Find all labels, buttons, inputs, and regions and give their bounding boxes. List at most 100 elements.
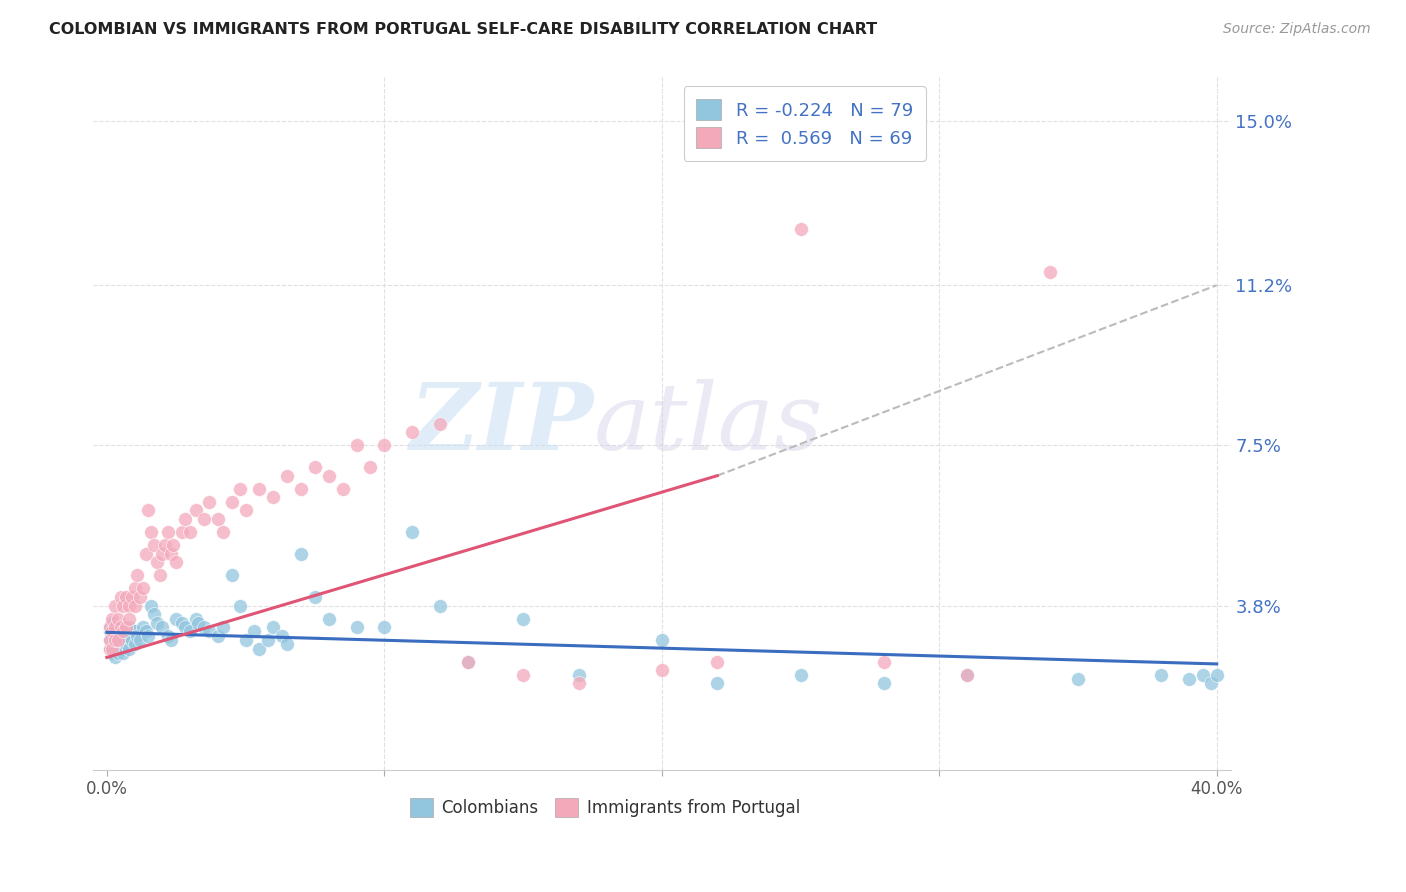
Point: [256, 633, 278, 648]
Point: [110, 590, 132, 604]
Text: COLOMBIAN VS IMMIGRANTS FROM PORTUGAL SELF-CARE DISABILITY CORRELATION CHART: COLOMBIAN VS IMMIGRANTS FROM PORTUGAL SE…: [49, 22, 877, 37]
Point: [98, 633, 121, 648]
Point: [98, 624, 121, 639]
Point: [318, 611, 340, 625]
Point: [110, 620, 132, 634]
Point: [104, 620, 127, 634]
Point: [270, 629, 292, 643]
Point: [789, 222, 811, 236]
Point: [101, 629, 124, 643]
Point: [104, 620, 127, 634]
Point: [110, 641, 132, 656]
Point: [127, 568, 149, 582]
Point: [512, 667, 534, 681]
Point: [1178, 672, 1201, 686]
Point: [789, 667, 811, 681]
Point: [121, 633, 143, 648]
Point: [276, 468, 298, 483]
Point: [332, 482, 354, 496]
Point: [170, 615, 193, 630]
Point: [187, 615, 209, 630]
Point: [229, 599, 252, 613]
Point: [101, 624, 124, 639]
Point: [249, 482, 271, 496]
Point: [159, 633, 181, 648]
Point: [115, 629, 138, 643]
Point: [179, 524, 201, 539]
Point: [107, 633, 129, 648]
Point: [112, 599, 135, 613]
Point: [173, 512, 195, 526]
Point: [124, 599, 146, 613]
Point: [457, 655, 479, 669]
Point: [129, 633, 152, 648]
Point: [956, 667, 979, 681]
Point: [262, 491, 284, 505]
Point: [170, 524, 193, 539]
Point: [706, 676, 728, 690]
Point: [101, 641, 124, 656]
Point: [198, 494, 221, 508]
Point: [1199, 676, 1222, 690]
Point: [212, 524, 235, 539]
Point: [107, 646, 129, 660]
Point: [135, 624, 157, 639]
Point: [207, 512, 229, 526]
Point: [1150, 667, 1173, 681]
Point: [165, 611, 187, 625]
Point: [127, 629, 149, 643]
Point: [873, 655, 896, 669]
Point: [98, 641, 121, 656]
Point: [873, 676, 896, 690]
Point: [235, 503, 257, 517]
Point: [212, 620, 235, 634]
Point: [156, 629, 179, 643]
Point: [235, 633, 257, 648]
Point: [104, 641, 127, 656]
Point: [401, 425, 423, 440]
Point: [104, 599, 127, 613]
Point: [143, 538, 166, 552]
Point: [132, 620, 155, 634]
Point: [107, 611, 129, 625]
Point: [221, 568, 243, 582]
Point: [145, 615, 167, 630]
Point: [124, 638, 146, 652]
Point: [1205, 667, 1227, 681]
Text: ZIP: ZIP: [409, 379, 593, 468]
Point: [1192, 667, 1215, 681]
Point: [184, 611, 207, 625]
Point: [118, 599, 141, 613]
Point: [124, 624, 146, 639]
Point: [207, 629, 229, 643]
Point: [110, 620, 132, 634]
Point: [229, 482, 252, 496]
Point: [118, 641, 141, 656]
Point: [159, 547, 181, 561]
Point: [567, 676, 589, 690]
Point: [98, 620, 121, 634]
Point: [107, 633, 129, 648]
Text: atlas: atlas: [593, 379, 823, 468]
Point: [121, 590, 143, 604]
Point: [118, 611, 141, 625]
Point: [304, 460, 326, 475]
Point: [156, 524, 179, 539]
Point: [512, 611, 534, 625]
Point: [193, 620, 215, 634]
Point: [276, 638, 298, 652]
Point: [346, 620, 368, 634]
Point: [115, 590, 138, 604]
Point: [567, 667, 589, 681]
Point: [290, 482, 312, 496]
Text: Source: ZipAtlas.com: Source: ZipAtlas.com: [1223, 22, 1371, 37]
Point: [162, 538, 184, 552]
Point: [304, 590, 326, 604]
Point: [1039, 265, 1062, 279]
Point: [101, 638, 124, 652]
Point: [132, 581, 155, 595]
Legend: Colombians, Immigrants from Portugal: Colombians, Immigrants from Portugal: [404, 791, 807, 824]
Point: [98, 633, 121, 648]
Point: [148, 568, 170, 582]
Point: [429, 599, 451, 613]
